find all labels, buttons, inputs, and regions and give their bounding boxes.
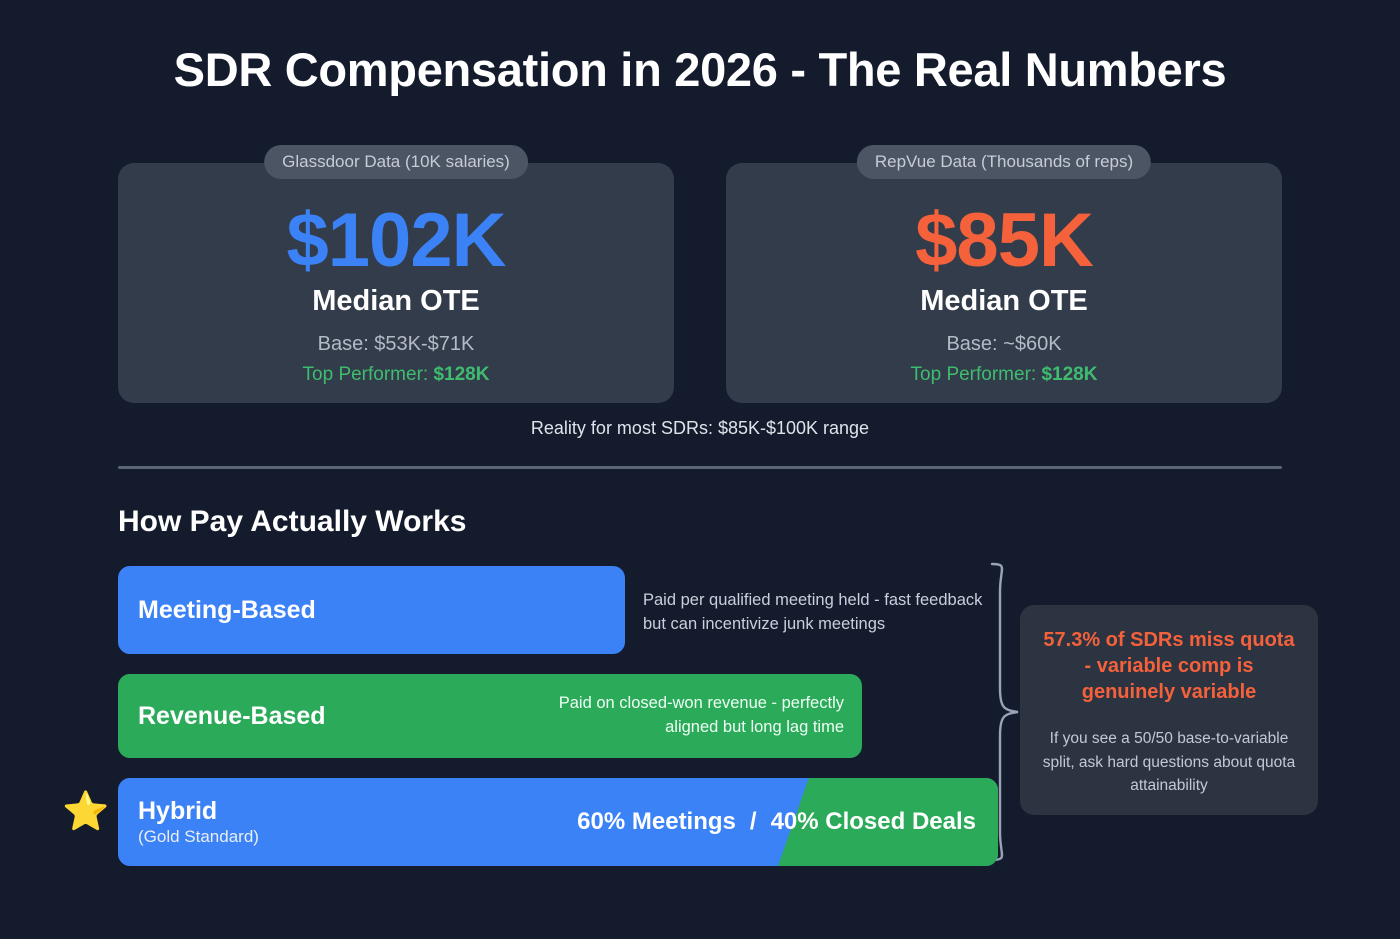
pay-model-bars: Meeting-Based Revenue-Based Paid on clos… — [118, 566, 998, 866]
bar-label: Revenue-Based — [138, 701, 326, 730]
callout-headline: 57.3% of SDRs miss quota - variable comp… — [1043, 629, 1295, 703]
top-performer-prefix: Top Performer: — [910, 363, 1042, 385]
stat-card-metric-label: Median OTE — [312, 284, 480, 317]
section-divider — [118, 466, 1282, 469]
bar-description-meeting: Paid per qualified meeting held - fast f… — [643, 591, 983, 633]
top-performer-value: $128K — [1041, 363, 1098, 385]
stat-cards-row: Glassdoor Data (10K salaries) $102K Medi… — [118, 145, 1282, 403]
bar-revenue-based: Revenue-Based Paid on closed-won revenue… — [118, 674, 862, 758]
top-performer-prefix: Top Performer: — [302, 363, 434, 385]
stat-card-base-range: Base: $53K-$71K — [317, 332, 475, 355]
callout-body: If you see a 50/50 base-to-variable spli… — [1042, 730, 1296, 795]
hybrid-split-left: 60% Meetings — [577, 808, 736, 835]
reality-note: Reality for most SDRs: $85K-$100K range — [530, 418, 870, 438]
brace-connector-icon — [988, 562, 1022, 862]
stat-card-top-performer: Top Performer: $128K — [303, 364, 490, 386]
section-heading: How Pay Actually Works — [118, 505, 467, 538]
bar-label: Meeting-Based — [138, 595, 316, 624]
hybrid-sublabel: (Gold Standard) — [138, 827, 259, 846]
top-performer-value: $128K — [433, 363, 490, 385]
stat-card-base-range: Base: ~$60K — [946, 332, 1062, 355]
bar-meeting-based: Meeting-Based — [118, 566, 625, 654]
stat-card-source-pill: RepVue Data (Thousands of reps) — [856, 145, 1152, 179]
hybrid-green-segment — [778, 778, 998, 866]
stat-card-top-performer: Top Performer: $128K — [911, 364, 1098, 386]
page-title: SDR Compensation in 2026 - The Real Numb… — [173, 43, 1227, 96]
bar-description: Paid on closed-won revenue - perfectly a… — [558, 694, 844, 736]
stat-card-metric-label: Median OTE — [920, 284, 1088, 317]
quota-callout-box: 57.3% of SDRs miss quota - variable comp… — [1020, 605, 1318, 815]
stat-card-source-pill: Glassdoor Data (10K salaries) — [264, 145, 528, 179]
star-icon: ⭐ — [62, 791, 110, 833]
stat-card-amount: $85K — [915, 198, 1094, 283]
hybrid-split: 60% Meetings / 40% Closed Deals — [577, 808, 976, 836]
bar-label: Hybrid (Gold Standard) — [118, 797, 259, 847]
bar-hybrid: Hybrid (Gold Standard) 60% Meetings / 40… — [118, 778, 998, 866]
stat-card-amount: $102K — [286, 198, 507, 283]
stat-card-glassdoor: Glassdoor Data (10K salaries) $102K Medi… — [118, 145, 674, 403]
hybrid-title: Hybrid — [138, 797, 218, 825]
hybrid-split-separator: / — [749, 808, 757, 835]
stat-card-repvue: RepVue Data (Thousands of reps) $85K Med… — [726, 145, 1282, 403]
hybrid-split-right: 40% Closed Deals — [770, 808, 976, 835]
